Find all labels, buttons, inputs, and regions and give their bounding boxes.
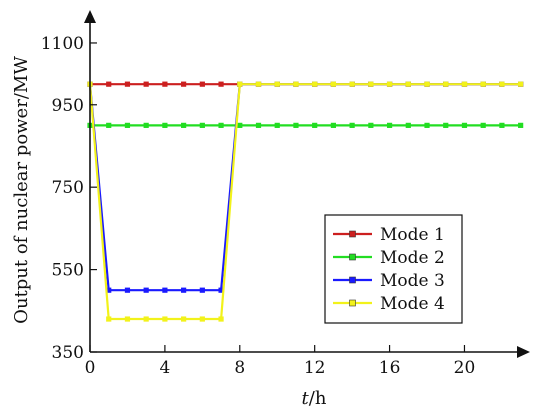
x-tick-label: 0 xyxy=(85,358,96,378)
ticks-layer: 0 4 8 12 16 20 350 550 750 950 1100 xyxy=(41,34,476,378)
data-point xyxy=(386,122,393,128)
y-tick-label: 1100 xyxy=(41,34,84,54)
data-point xyxy=(218,81,224,87)
data-point xyxy=(405,122,411,128)
series-4 xyxy=(87,81,524,322)
x-axis-arrow-icon xyxy=(517,346,530,358)
data-point xyxy=(218,287,224,293)
data-point xyxy=(424,122,430,128)
y-tick-label: 350 xyxy=(52,343,84,363)
data-point xyxy=(368,122,374,128)
x-tick-label: 12 xyxy=(304,358,326,378)
data-point xyxy=(386,81,393,87)
series-2 xyxy=(87,122,524,128)
data-point xyxy=(293,81,299,87)
data-point xyxy=(143,316,149,322)
data-point xyxy=(293,122,299,128)
data-point xyxy=(499,122,505,128)
data-point xyxy=(124,81,131,87)
y-axis-arrow-icon xyxy=(84,10,96,23)
data-point xyxy=(181,122,187,128)
data-point xyxy=(237,81,243,87)
data-point xyxy=(143,81,149,87)
data-point xyxy=(162,81,168,87)
data-point xyxy=(181,316,187,322)
data-point xyxy=(106,316,112,322)
series-layer xyxy=(87,81,524,322)
data-point xyxy=(274,122,280,128)
data-point xyxy=(124,316,131,322)
data-point xyxy=(218,122,224,128)
data-point xyxy=(499,81,505,87)
y-tick-label: 750 xyxy=(52,178,84,198)
data-point xyxy=(181,81,187,87)
data-point xyxy=(143,122,149,128)
data-point xyxy=(218,316,224,322)
data-point xyxy=(368,81,374,87)
legend-swatch-marker xyxy=(349,276,356,284)
data-point xyxy=(443,122,449,128)
data-point xyxy=(443,81,449,87)
y-tick-label: 950 xyxy=(52,96,84,116)
data-point xyxy=(461,122,468,128)
legend-swatch-marker xyxy=(349,253,356,261)
data-point xyxy=(199,316,205,322)
data-point xyxy=(405,81,411,87)
data-point xyxy=(518,81,524,87)
data-point xyxy=(330,81,337,87)
data-point xyxy=(162,287,168,293)
data-point xyxy=(124,122,131,128)
data-point xyxy=(255,122,262,128)
data-point xyxy=(255,81,262,87)
x-tick-label: 20 xyxy=(454,358,476,378)
legend-label: Mode 4 xyxy=(380,294,445,314)
data-point xyxy=(199,81,205,87)
data-point xyxy=(124,287,131,293)
legend-swatch-marker xyxy=(349,299,356,307)
data-point xyxy=(349,81,355,87)
data-point xyxy=(162,122,168,128)
data-point xyxy=(143,287,149,293)
data-point xyxy=(424,81,430,87)
data-point xyxy=(518,122,524,128)
axes-layer xyxy=(84,10,530,358)
legend-label: Mode 3 xyxy=(380,271,445,291)
x-tick-label: 4 xyxy=(159,358,170,378)
legend-swatch-marker xyxy=(349,230,356,238)
data-point xyxy=(461,81,468,87)
data-point xyxy=(349,122,355,128)
legend-label: Mode 1 xyxy=(380,225,445,245)
data-point xyxy=(199,122,205,128)
x-tick-label: 8 xyxy=(234,358,245,378)
legend-label: Mode 2 xyxy=(380,248,445,268)
data-point xyxy=(181,287,187,293)
data-point xyxy=(199,287,205,293)
y-axis-label: Output of nuclear power/MW xyxy=(11,56,32,324)
data-point xyxy=(106,122,112,128)
data-point xyxy=(312,81,318,87)
data-point xyxy=(312,122,318,128)
legend: Mode 1 Mode 2 Mode 3 Mode 4 xyxy=(324,214,463,324)
data-point xyxy=(106,287,112,293)
data-point xyxy=(480,122,486,128)
data-point xyxy=(106,81,112,87)
data-point xyxy=(237,122,243,128)
x-axis-label: t/h xyxy=(302,388,327,409)
data-point xyxy=(480,81,486,87)
x-tick-label: 16 xyxy=(379,358,401,378)
y-tick-label: 550 xyxy=(52,261,84,281)
data-point xyxy=(162,316,168,322)
data-point xyxy=(274,81,280,87)
data-point xyxy=(330,122,337,128)
series-line xyxy=(88,83,521,321)
